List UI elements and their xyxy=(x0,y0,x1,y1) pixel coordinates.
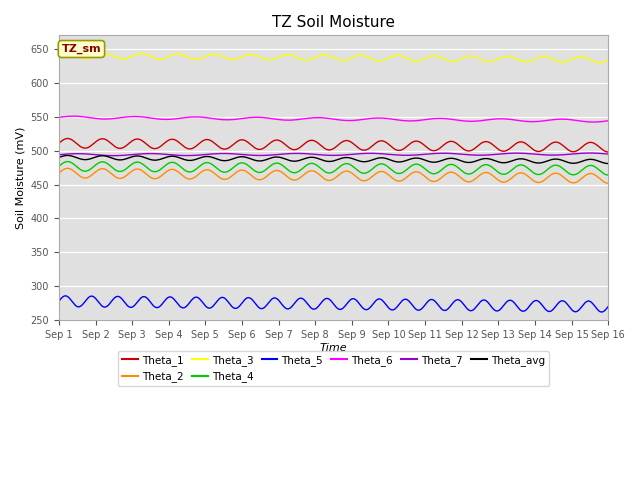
Theta_3 xyxy=(595,60,603,65)
Theta_5 xyxy=(598,309,605,315)
Line: Theta_1: Theta_1 xyxy=(59,139,608,152)
Theta_6 xyxy=(300,116,307,122)
Theta_6 xyxy=(289,117,296,123)
Theta_5 xyxy=(98,303,106,309)
Theta_6 xyxy=(70,113,77,119)
Theta_1 xyxy=(64,136,72,142)
Line: Theta_2: Theta_2 xyxy=(59,168,608,183)
Theta_avg xyxy=(98,153,106,158)
Legend: Theta_1, Theta_2, Theta_3, Theta_4, Theta_5, Theta_6, Theta_7, Theta_avg: Theta_1, Theta_2, Theta_3, Theta_4, Thet… xyxy=(118,351,549,386)
Theta_2 xyxy=(98,166,106,172)
Theta_3 xyxy=(120,56,128,62)
Theta_avg xyxy=(120,156,128,162)
Y-axis label: Soil Moisture (mV): Soil Moisture (mV) xyxy=(15,127,25,229)
Theta_4 xyxy=(64,159,72,165)
Theta_5 xyxy=(300,297,307,302)
Line: Theta_5: Theta_5 xyxy=(59,296,608,312)
Line: Theta_3: Theta_3 xyxy=(59,53,608,62)
Theta_5 xyxy=(61,293,69,299)
Theta_3 xyxy=(368,56,376,61)
Theta_2 xyxy=(604,180,612,186)
Theta_6 xyxy=(98,116,106,122)
X-axis label: Time: Time xyxy=(320,343,348,353)
Theta_7 xyxy=(109,153,117,158)
Theta_1 xyxy=(55,140,63,146)
Text: TZ_sm: TZ_sm xyxy=(61,44,101,54)
Theta_avg xyxy=(55,155,63,160)
Theta_6 xyxy=(55,115,63,120)
Theta_5 xyxy=(368,303,376,309)
Theta_2 xyxy=(310,168,317,174)
Title: TZ Soil Moisture: TZ Soil Moisture xyxy=(272,15,395,30)
Theta_avg xyxy=(63,153,71,158)
Theta_1 xyxy=(300,142,307,147)
Theta_3 xyxy=(310,56,317,61)
Theta_4 xyxy=(310,161,317,167)
Theta_3 xyxy=(64,50,72,56)
Theta_4 xyxy=(98,159,106,165)
Theta_7 xyxy=(120,152,128,158)
Theta_7 xyxy=(97,152,105,158)
Theta_7 xyxy=(300,151,307,156)
Theta_4 xyxy=(120,168,128,173)
Theta_5 xyxy=(55,299,63,304)
Theta_6 xyxy=(120,114,128,120)
Theta_7 xyxy=(604,151,612,157)
Theta_avg xyxy=(300,156,307,162)
Theta_avg xyxy=(289,158,296,164)
Theta_7 xyxy=(55,152,63,157)
Theta_avg xyxy=(604,161,612,167)
Theta_2 xyxy=(120,174,128,180)
Theta_avg xyxy=(368,157,376,163)
Theta_4 xyxy=(289,169,296,175)
Line: Theta_4: Theta_4 xyxy=(59,162,608,175)
Theta_6 xyxy=(310,115,317,120)
Theta_3 xyxy=(289,53,296,59)
Theta_5 xyxy=(604,304,612,310)
Theta_2 xyxy=(64,166,72,171)
Line: Theta_6: Theta_6 xyxy=(59,116,608,122)
Theta_avg xyxy=(310,155,317,160)
Theta_7 xyxy=(368,150,376,156)
Line: Theta_7: Theta_7 xyxy=(59,153,608,156)
Theta_1 xyxy=(604,149,612,155)
Theta_1 xyxy=(310,138,317,144)
Theta_7 xyxy=(289,151,296,156)
Theta_2 xyxy=(300,172,307,178)
Theta_2 xyxy=(368,174,376,180)
Theta_2 xyxy=(55,170,63,176)
Theta_7 xyxy=(310,151,317,157)
Theta_3 xyxy=(55,53,63,59)
Theta_1 xyxy=(289,146,296,152)
Theta_3 xyxy=(300,57,307,63)
Theta_5 xyxy=(289,303,296,309)
Theta_6 xyxy=(589,119,597,125)
Theta_1 xyxy=(98,136,106,142)
Theta_1 xyxy=(120,144,128,150)
Theta_4 xyxy=(55,163,63,169)
Line: Theta_avg: Theta_avg xyxy=(59,156,608,164)
Theta_2 xyxy=(289,177,296,183)
Theta_4 xyxy=(604,172,612,178)
Theta_3 xyxy=(98,51,106,57)
Theta_1 xyxy=(368,144,376,149)
Theta_6 xyxy=(368,116,376,121)
Theta_6 xyxy=(604,118,612,124)
Theta_4 xyxy=(368,167,376,172)
Theta_7 xyxy=(586,150,594,156)
Theta_3 xyxy=(604,57,612,62)
Theta_4 xyxy=(300,165,307,170)
Theta_5 xyxy=(120,299,128,304)
Theta_5 xyxy=(310,306,317,312)
